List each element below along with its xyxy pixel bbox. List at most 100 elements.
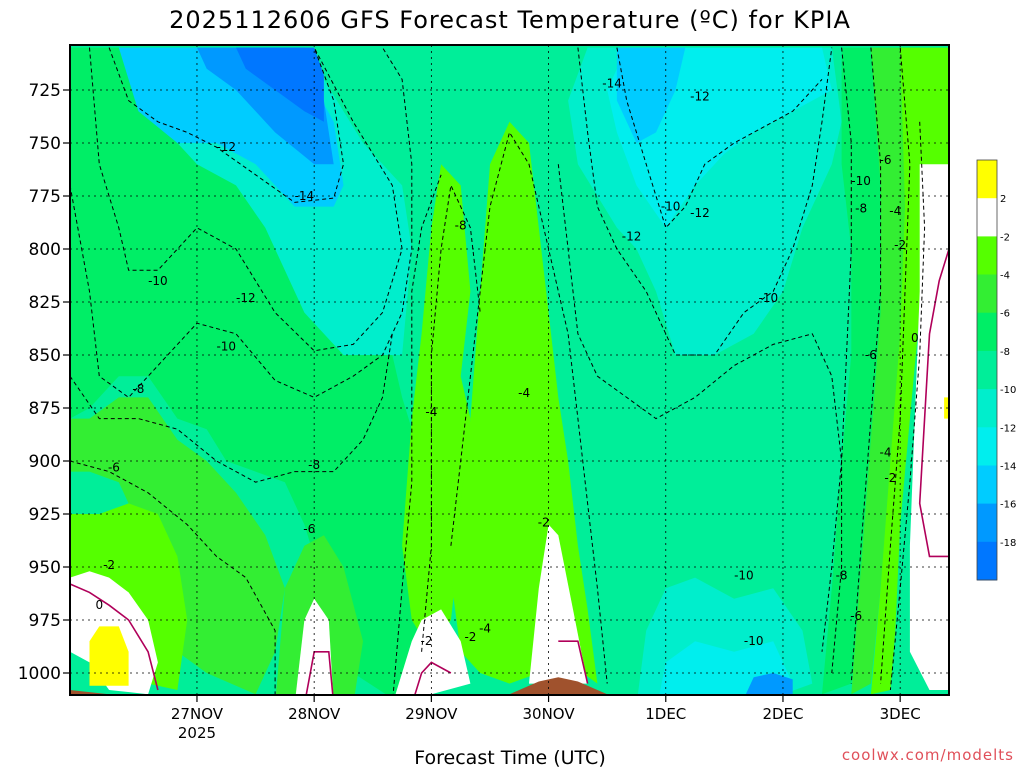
contour-minus10-b bbox=[557, 164, 843, 652]
contour-label: -8 bbox=[855, 202, 867, 216]
contour-label: -4 bbox=[425, 405, 437, 419]
chart-title: 2025112606 GFS Forecast Temperature (ºC)… bbox=[169, 6, 851, 34]
contour-label: -2 bbox=[884, 471, 896, 485]
contour-label: -10 bbox=[851, 174, 871, 188]
region-30nov-band bbox=[450, 121, 598, 684]
contour-label: -4 bbox=[880, 446, 892, 460]
contour-label: -8 bbox=[308, 458, 320, 472]
region-end-white bbox=[909, 164, 949, 690]
legend-swatch bbox=[977, 427, 997, 466]
contour-label: -4 bbox=[479, 621, 491, 635]
y-tick-label: 925 bbox=[29, 505, 61, 525]
contour-label: -14 bbox=[602, 77, 622, 91]
zero-isotherms bbox=[70, 248, 949, 695]
contour-label: -6 bbox=[108, 460, 120, 474]
contour-label: -14 bbox=[295, 189, 315, 203]
contour-label: -10 bbox=[661, 200, 681, 214]
x-tick-label: 30NOV bbox=[523, 705, 576, 723]
x-axis-label: Forecast Time (UTC) bbox=[414, 747, 605, 768]
y-tick-label: 875 bbox=[29, 399, 61, 419]
contour-label: -8 bbox=[455, 219, 467, 233]
region-yellow bbox=[89, 626, 129, 686]
y-tick-label: 725 bbox=[29, 81, 61, 101]
x-tick-label: 2DEC bbox=[762, 705, 803, 723]
y-axis: 725 750 775 800 825 850 875 900 925 950 975 1000 bbox=[18, 81, 70, 684]
legend-label: 2 bbox=[1000, 194, 1006, 205]
legend-swatch bbox=[977, 312, 997, 352]
legend-swatch bbox=[977, 465, 997, 505]
legend-swatch bbox=[977, 503, 997, 543]
contour-label: -10 bbox=[734, 568, 754, 582]
region-29nov-white bbox=[395, 609, 471, 695]
gridlines bbox=[70, 45, 949, 695]
contour-lines bbox=[70, 47, 926, 695]
legend-label: -14 bbox=[1000, 461, 1016, 472]
contour-label: -6 bbox=[880, 153, 892, 167]
contour-label: -8 bbox=[836, 568, 848, 582]
x-tick-label: 29NOV bbox=[405, 705, 458, 723]
x-tick-label: 3DEC bbox=[880, 705, 921, 723]
contour-label: -6 bbox=[303, 522, 315, 536]
contour-label: -2 bbox=[420, 634, 432, 648]
contour-minus14-a bbox=[108, 47, 345, 203]
credit-text: coolwx.com/modelts bbox=[842, 746, 1014, 764]
x-tick-sublabel: 2025 bbox=[178, 724, 216, 742]
y-tick-label: 775 bbox=[29, 187, 61, 207]
contour-minus12-b bbox=[577, 47, 833, 356]
zero-line-a bbox=[70, 583, 159, 691]
shaded-regions bbox=[70, 47, 949, 695]
contour-minus10-a bbox=[70, 47, 413, 399]
zero-line-b bbox=[305, 650, 334, 695]
legend-swatch bbox=[977, 274, 997, 314]
x-tick-label: 28NOV bbox=[288, 705, 341, 723]
legend-label: -2 bbox=[1000, 232, 1010, 243]
x-tick-label: 27NOV bbox=[171, 705, 224, 723]
contour-minus6-a bbox=[70, 460, 276, 695]
contour-label: -6 bbox=[865, 348, 877, 362]
zero-line-e bbox=[918, 248, 949, 558]
contour-label: -2 bbox=[103, 558, 115, 572]
region-minus6 bbox=[70, 397, 285, 695]
y-tick-label: 825 bbox=[29, 293, 61, 313]
contour-minus8-b bbox=[831, 47, 852, 674]
contour-label: -6 bbox=[850, 609, 862, 623]
legend-label: -6 bbox=[1000, 309, 1010, 320]
legend-label: -4 bbox=[1000, 271, 1010, 282]
legend-swatch bbox=[977, 160, 997, 199]
legend-label: -10 bbox=[1000, 385, 1016, 396]
contour-label: -10 bbox=[759, 291, 779, 305]
legend-swatch bbox=[977, 541, 997, 581]
contour-label: -12 bbox=[236, 291, 256, 305]
contour-label: -10 bbox=[216, 340, 236, 354]
legend-label: -12 bbox=[1000, 423, 1016, 434]
y-tick-label: 750 bbox=[29, 134, 61, 154]
region-late-minus16 bbox=[745, 673, 793, 695]
contour-label: -4 bbox=[518, 386, 530, 400]
zero-line-d bbox=[558, 640, 589, 684]
contour-minus8-a bbox=[70, 333, 393, 483]
y-tick-label: 1000 bbox=[18, 664, 61, 684]
legend-swatch bbox=[977, 198, 997, 237]
contour-label: -2 bbox=[894, 238, 906, 252]
region-30nov-white bbox=[529, 524, 588, 684]
contour-label: 0 bbox=[95, 598, 103, 612]
legend-swatch bbox=[977, 389, 997, 428]
contour-label: -12 bbox=[690, 206, 710, 220]
y-tick-label: 850 bbox=[29, 346, 61, 366]
contour-minus4-c bbox=[450, 131, 608, 684]
contour-labels: -14 -12 -12 -14 -10 -6 -4 -8 -10 -12 -8 -12 -2 -10 -12… bbox=[95, 77, 918, 649]
contour-label: -12 bbox=[690, 89, 710, 103]
legend-label: -16 bbox=[1000, 500, 1016, 511]
contour-minus2-b bbox=[889, 121, 926, 691]
contour-label: -2 bbox=[464, 630, 476, 644]
contour-label: -8 bbox=[132, 382, 144, 396]
legend-swatch bbox=[977, 236, 997, 276]
contour-minus12-a bbox=[89, 47, 403, 352]
y-tick-label: 900 bbox=[29, 452, 61, 472]
y-tick-label: 950 bbox=[29, 558, 61, 578]
contour-label: -10 bbox=[744, 634, 764, 648]
contour-label: -10 bbox=[148, 274, 168, 288]
contour-minus8-c bbox=[392, 174, 442, 695]
